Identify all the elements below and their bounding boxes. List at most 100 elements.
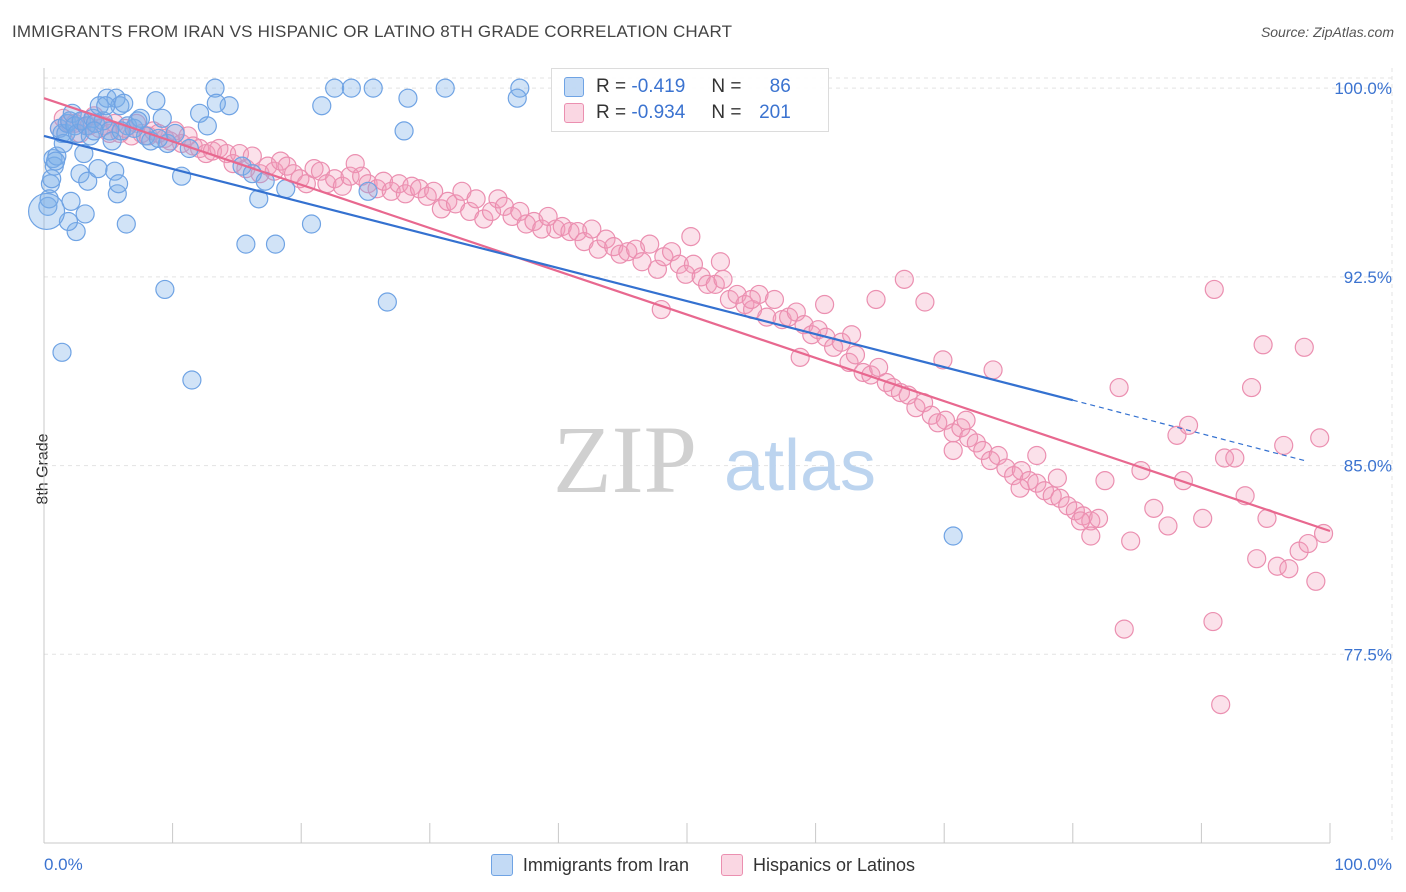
hispanic-point [510, 201, 530, 222]
hispanic-point [956, 410, 976, 430]
hispanic-point [381, 181, 401, 201]
hispanic-point [1095, 471, 1115, 491]
y-tick-label-2: 92.5% [1344, 268, 1392, 287]
hispanic-point [1109, 377, 1129, 398]
hispanic-point [604, 237, 624, 257]
hispanic-point [625, 239, 646, 259]
legend-n-value-hispanic: 201 [759, 102, 791, 123]
hispanic-point [1298, 533, 1318, 554]
hispanic-point [325, 169, 345, 189]
iran-point [341, 78, 361, 98]
hispanic-point [1010, 478, 1030, 498]
hispanic-point [845, 345, 866, 365]
bottom-legend-label-hispanic: Hispanics or Latinos [752, 854, 916, 875]
legend-n-label: N = [711, 102, 742, 123]
iran-point [108, 174, 129, 194]
iran-point-large [27, 192, 66, 231]
iran-point [105, 161, 125, 181]
hispanic-point [996, 458, 1016, 478]
hispanic-point [966, 433, 986, 453]
hispanic-point [582, 219, 602, 239]
legend-row-hispanic: R = -0.934 N = 201 [564, 101, 791, 125]
watermark-atlas: atlas [724, 426, 876, 506]
hispanic-point [928, 413, 948, 433]
iran-point [943, 526, 963, 546]
hispanic-point [1144, 498, 1164, 518]
hispanic-point [1267, 556, 1287, 576]
iran-point [155, 279, 175, 300]
hispanic-point [1081, 511, 1101, 531]
iran-point [88, 159, 108, 179]
iran-point [206, 93, 226, 113]
iran-point [435, 78, 455, 98]
iran-point [301, 214, 322, 234]
iran-point [363, 78, 383, 98]
trend-line-hispanic [43, 97, 1331, 533]
iran-point [312, 96, 332, 116]
hispanic-point [532, 219, 552, 239]
iran-point [146, 91, 166, 111]
hispanic-point [790, 347, 810, 367]
hispanic-point [647, 259, 668, 279]
iran-point [89, 96, 109, 116]
hispanic-point [345, 154, 365, 174]
hispanic-point [494, 196, 514, 216]
hispanic-point [632, 252, 652, 272]
hispanic-point [340, 166, 360, 186]
iran-point [507, 88, 527, 108]
bottom-legend-swatch-iran [490, 854, 513, 876]
hispanic-point [277, 156, 297, 176]
hispanic-point [524, 211, 544, 232]
hispanic-point [395, 184, 415, 204]
x-tick-label-0: 0.0% [44, 855, 83, 874]
hispanic-point [1214, 448, 1235, 468]
hispanic-point [983, 360, 1003, 380]
hispanic-point [560, 221, 580, 242]
hispanic-point [618, 242, 638, 262]
iran-point [325, 78, 345, 98]
x-tick-label-1: 100.0% [1334, 855, 1392, 874]
y-tick-labels: 77.5% 85.0% 92.5% 100.0% [1334, 79, 1392, 664]
hispanic-point [727, 284, 747, 305]
iran-point [232, 156, 252, 176]
legend-r-value-hispanic: -0.934 [631, 102, 686, 123]
hispanic-point [1274, 435, 1294, 456]
hispanic-point [741, 289, 761, 310]
iran-point [265, 234, 286, 254]
series-iran-points [27, 78, 963, 546]
bottom-legend: Immigrants from Iran Hispanics or Latino… [0, 852, 1406, 878]
hispanic-point [373, 171, 394, 191]
hispanic-point [1247, 549, 1267, 569]
iran-point [70, 164, 90, 184]
hispanic-point [933, 350, 953, 370]
hispanic-point [1047, 468, 1067, 488]
hispanic-point [588, 239, 608, 259]
hispanic-point [894, 269, 914, 289]
hispanic-point [640, 234, 660, 254]
axes [43, 68, 1331, 844]
bottom-legend-item-iran[interactable]: Immigrants from Iran [490, 854, 689, 876]
legend-swatch-hispanic [564, 103, 584, 123]
hispanic-point [568, 221, 588, 242]
hispanic-point [1088, 508, 1109, 529]
hispanic-point [258, 156, 278, 176]
iran-point [78, 171, 98, 191]
hispanic-point [973, 440, 993, 461]
iran-point [96, 96, 116, 116]
hispanic-point [516, 214, 536, 234]
iran-point [130, 108, 151, 128]
x-tick-labels: 0.0% 100.0% [44, 855, 1392, 874]
legend-r-value-iran: -0.419 [631, 76, 686, 97]
iran-point [84, 121, 104, 141]
bottom-legend-item-hispanic[interactable]: Hispanics or Latinos [720, 854, 916, 876]
hispanic-point [610, 244, 630, 264]
hispanic-point [1306, 571, 1326, 591]
iran-point [377, 292, 397, 312]
legend-r-label: R = [596, 102, 627, 123]
iran-point [394, 121, 414, 141]
hispanic-point [869, 357, 889, 378]
hispanic-point [676, 264, 696, 284]
iran-point [107, 184, 127, 204]
hispanic-point [481, 201, 502, 222]
